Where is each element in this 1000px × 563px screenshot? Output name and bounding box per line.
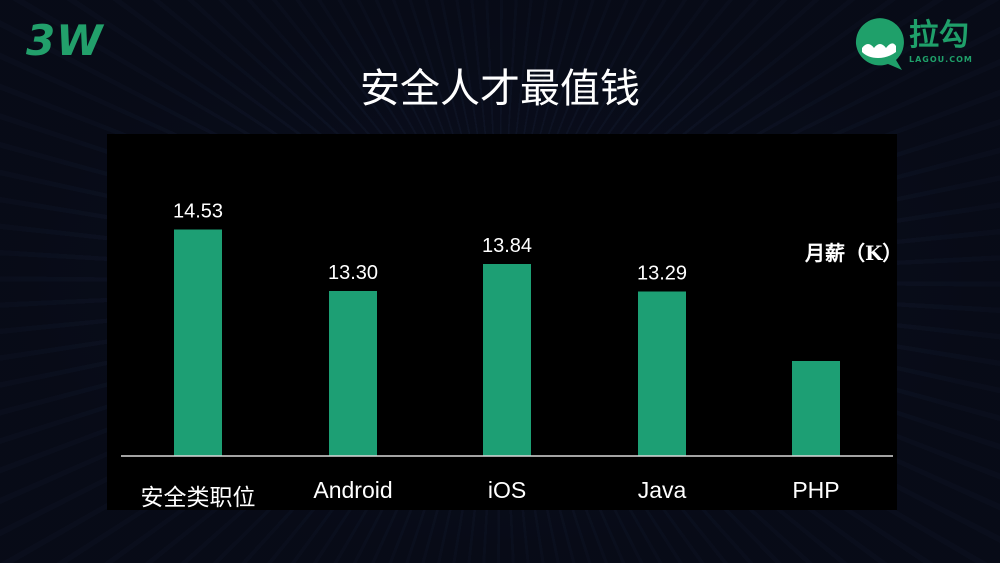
- data-label-1: 13.30: [328, 262, 378, 284]
- logo-text: 拉勾: [909, 18, 969, 53]
- logo-subtext: LAGOU.COM: [909, 55, 973, 64]
- slide-title: 安全人才最值钱: [360, 66, 640, 112]
- bar-0: [174, 229, 222, 456]
- category-label-4: PHP: [792, 477, 839, 503]
- category-label-3: Java: [638, 477, 687, 503]
- data-label-0: 14.53: [173, 201, 223, 223]
- category-label-1: Android: [313, 477, 392, 503]
- unit-label: 月薪（K）: [805, 241, 903, 265]
- brand-3w-logo: 3W: [26, 16, 104, 65]
- bar-2: [483, 264, 531, 456]
- bar-1: [329, 291, 377, 456]
- data-label-2: 13.84: [482, 235, 532, 257]
- category-label-2: iOS: [488, 477, 526, 503]
- lagou-logo-icon: [855, 18, 904, 71]
- bar-3: [638, 291, 686, 456]
- data-label-3: 13.29: [637, 263, 687, 285]
- bar-4: [792, 361, 840, 456]
- category-label-0: 安全类职位: [141, 484, 256, 510]
